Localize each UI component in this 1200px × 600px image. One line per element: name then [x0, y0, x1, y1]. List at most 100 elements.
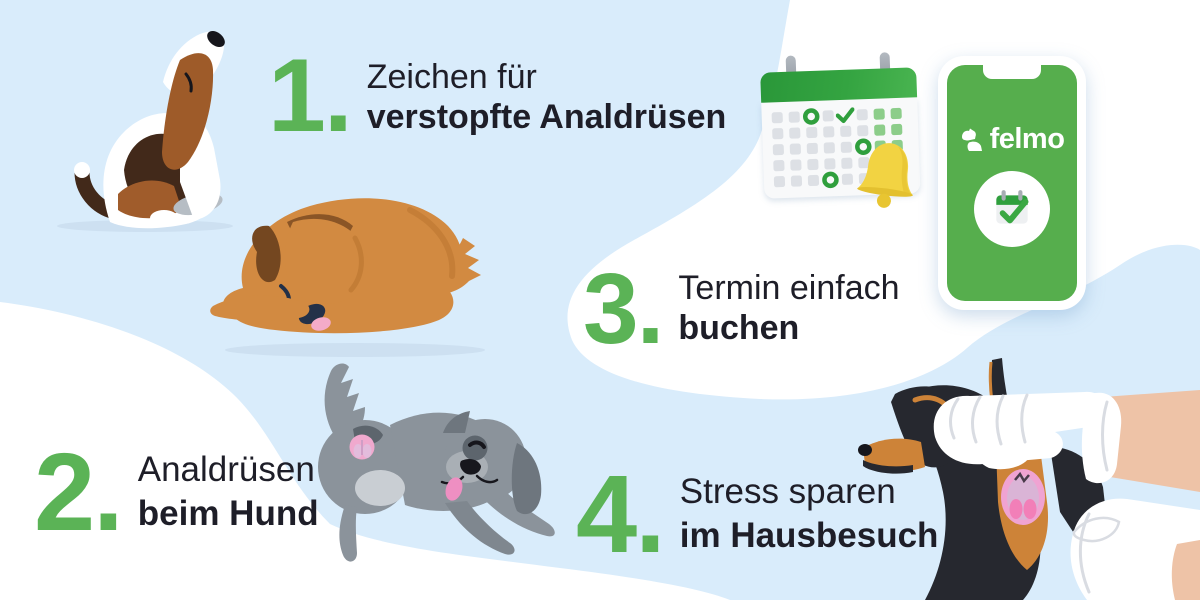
- calendar-cell-gray: [824, 158, 836, 170]
- calendar-cell-gray: [841, 173, 854, 185]
- dachshund-mouth: [863, 460, 913, 474]
- dachshund-gland-mark: [1014, 471, 1030, 484]
- calendar-cell-gray: [807, 174, 820, 187]
- calendar-cell-gray: [857, 125, 869, 137]
- calendar-cell-gray: [773, 175, 786, 188]
- brown-dog-licking-illustration: [210, 198, 485, 357]
- calendar-cell-gray: [772, 127, 784, 140]
- step-4-text-line1: Stress sparen: [679, 472, 896, 511]
- step-3: 3. Termin einfach buchen: [583, 253, 900, 365]
- calendar-cell-ring: [802, 107, 820, 126]
- step-2-text-line1: Analdrüsen: [137, 450, 315, 489]
- step-4: 4. Stress sparen im Hausbesuch: [576, 453, 939, 577]
- brown-dog-cheek-shading: [348, 235, 364, 293]
- step-4-number: 4.: [576, 453, 666, 577]
- grey-dog-nose: [460, 458, 481, 475]
- grey-dog-tongue: [445, 477, 463, 501]
- glove-lower-shade: [1078, 512, 1091, 594]
- vet-glove-holding-tail: [933, 391, 1106, 465]
- step-4-text-line2: im Hausbesuch: [679, 516, 939, 555]
- step-2-text-line2: beim Hund: [137, 494, 319, 533]
- grey-dog-rear-leg: [339, 505, 357, 562]
- calendar-cell-gray: [789, 127, 801, 139]
- calendar-cell-gray: [807, 158, 819, 171]
- brown-dog-back-shading: [407, 207, 456, 279]
- vet-hands-dachshund-illustration: [858, 358, 1200, 600]
- grey-dog-eye: [468, 440, 486, 449]
- calendar-cell-gray: [773, 159, 785, 172]
- bell-clapper: [876, 193, 891, 208]
- felmo-dog-icon: [961, 128, 982, 151]
- calendar-cell-gray: [823, 142, 836, 154]
- calendar-cell-gray: [840, 125, 852, 137]
- calendar-cell-gray: [772, 143, 785, 156]
- brown-dog-tongue: [311, 317, 331, 331]
- step-1-text-line1: Zeichen für: [366, 58, 537, 97]
- calendar-check-icon: [996, 190, 1029, 224]
- phone-mockup: felmo: [938, 56, 1086, 310]
- grey-dog-glands-illustration: [318, 363, 555, 562]
- calendar-cell-gray: [823, 126, 835, 138]
- beagle-nose: [207, 30, 225, 48]
- calendar-cell-green: [891, 123, 903, 136]
- calendar-cell-gray: [822, 110, 834, 122]
- calendar-cell-green: [874, 124, 886, 136]
- step-2: 2. Analdrüsen beim Hund: [34, 431, 319, 555]
- calendar-grid: [761, 97, 920, 197]
- calendar-cell-gray: [806, 142, 819, 155]
- vet-glove-thumb: [975, 449, 1031, 470]
- beagle-haunch: [118, 180, 182, 219]
- glove-cuff-shade: [1101, 400, 1109, 472]
- vet-arm-upper: [1100, 390, 1200, 492]
- bell-shade: [897, 146, 911, 195]
- brown-dog-head: [285, 218, 368, 304]
- background-white-swoosh-bottom-left: [0, 302, 730, 600]
- calendar-cell-green: [890, 107, 902, 120]
- grey-dog-front-leg-2: [480, 489, 555, 537]
- calendar-cell-gray: [790, 159, 802, 171]
- beagle-front-paw: [150, 210, 178, 226]
- calendar-header: [760, 67, 918, 103]
- grey-dog-ear-left: [443, 411, 470, 433]
- phone-screen: felmo: [947, 65, 1077, 301]
- beagle-ear: [162, 53, 214, 170]
- booking-confirmation-badge: [974, 171, 1050, 247]
- step-2-number: 2.: [34, 431, 124, 555]
- dachshund-gland-left: [1009, 499, 1023, 519]
- step-1: 1. Zeichen für verstopfte Analdrüsen: [268, 44, 727, 148]
- calendar-cell-gray: [788, 111, 800, 123]
- dachshund-nose: [858, 444, 872, 456]
- beagle-tail-tip: [74, 162, 90, 178]
- grey-dog-front-leg-1: [445, 501, 515, 555]
- brown-dog-ear: [252, 225, 281, 283]
- phone-notch-icon: [983, 65, 1041, 79]
- bell-dome: [857, 143, 913, 196]
- vet-arm-lower: [1171, 540, 1200, 600]
- calendar-cell-ring: [821, 171, 839, 189]
- calendar-cell-gray: [771, 111, 783, 124]
- calendar-cell-green: [873, 108, 885, 120]
- step-3-text-line2: buchen: [678, 309, 800, 347]
- brown-dog-front-leg: [210, 295, 310, 322]
- felmo-wordmark: felmo: [989, 123, 1065, 155]
- step-3-text-line1: Termin einfach: [678, 269, 900, 307]
- dachshund-gland-right: [1023, 499, 1037, 519]
- step-3-number: 3.: [583, 253, 664, 365]
- calendar-cell-gray: [789, 143, 802, 155]
- calendar-cell-gray: [790, 175, 803, 187]
- calendar-cell-gray: [840, 141, 853, 153]
- calendar-cell-check: [835, 106, 855, 125]
- calendar-cell-gray: [806, 126, 818, 139]
- dog-shadow: [225, 343, 485, 357]
- dachshund-snout: [863, 438, 925, 472]
- calendar-icon: [760, 51, 921, 199]
- grey-dog-gland-left: [353, 444, 363, 458]
- step-1-text-line2: verstopfte Analdrüsen: [366, 98, 727, 137]
- calendar-body: [761, 97, 921, 199]
- glove-finger-lines: [949, 393, 1029, 446]
- beagle-scooting-illustration: [57, 30, 233, 232]
- calendar-cell-gray: [841, 157, 853, 169]
- felmo-logo: felmo: [947, 123, 1077, 156]
- reminder-bell-icon: [857, 143, 913, 208]
